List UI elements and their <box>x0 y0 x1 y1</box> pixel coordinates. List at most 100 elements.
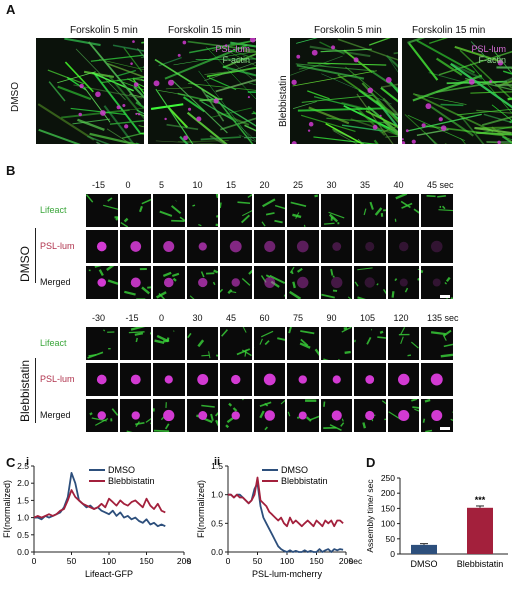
legend-label: DMSO <box>108 465 135 475</box>
legend-label: Blebbistatin <box>281 476 328 486</box>
b-blebb-time-label: 0 <box>159 313 165 323</box>
b-blebb-tile <box>253 399 285 432</box>
b-dmso-time-label: 0 <box>125 180 131 190</box>
b-dmso-tile <box>186 194 218 227</box>
b-blebb-tile <box>86 327 118 360</box>
b-blebb-tile <box>186 327 218 360</box>
y-tick-label: 0 <box>390 549 395 559</box>
series-line-dmso <box>228 482 344 553</box>
x-category-label: DMSO <box>411 559 438 569</box>
panel-d-letter: D <box>366 455 376 470</box>
x-axis-label: PSL-lum-mcherry <box>252 569 323 579</box>
b-blebb-time-label: 90 <box>326 313 337 323</box>
y-tick-label: 200 <box>381 488 395 498</box>
b-blebb-time-label: 135 sec <box>427 313 459 323</box>
b-dmso-tile <box>253 230 285 263</box>
b-blebb-tile <box>320 399 352 432</box>
b-blebb-row-label: Merged <box>40 410 71 420</box>
b-dmso-row-label: Merged <box>40 277 71 287</box>
b-dmso-tile <box>119 230 151 263</box>
b-dmso-tile <box>86 230 118 263</box>
b-dmso-tile <box>354 230 386 263</box>
a-dmso-condition: DMSO <box>10 82 21 112</box>
b-dmso-tile <box>354 194 386 227</box>
b-blebb-tile <box>287 399 319 432</box>
series-line-blebbistatin <box>228 476 344 528</box>
b-blebb-time-label: -15 <box>125 313 139 323</box>
b-dmso-time-label: 20 <box>259 180 270 190</box>
x-unit: sec <box>349 556 362 566</box>
y-axis-label: FI(normalized) <box>2 480 12 538</box>
b-dmso-tile <box>287 266 319 299</box>
y-tick-label: 100 <box>381 519 395 529</box>
b-blebb-tile <box>354 363 386 396</box>
b-blebb-tile <box>387 327 419 360</box>
b-blebb-tile <box>153 399 185 432</box>
b-dmso-tile <box>387 230 419 263</box>
y-tick-label: 0.0 <box>17 547 29 557</box>
y-tick-label: 0.5 <box>17 530 29 540</box>
b-dmso-tile <box>186 230 218 263</box>
b-blebb-time-label: 75 <box>293 313 304 323</box>
b-dmso-time-label: 15 <box>226 180 237 190</box>
b-dmso-tile <box>421 194 453 227</box>
b-dmso-tile <box>253 266 285 299</box>
b-dmso-tile <box>354 266 386 299</box>
legend-label: DMSO <box>281 465 308 475</box>
b-blebb-tile <box>287 327 319 360</box>
b-dmso-tile <box>387 194 419 227</box>
b-blebb-tile <box>287 363 319 396</box>
b-dmso-divider <box>35 228 36 283</box>
b-blebb-tile <box>354 399 386 432</box>
x-tick-label: 200 <box>177 556 191 566</box>
a-dmso-legend-psl: PSL-lum <box>215 44 250 54</box>
a-blebb-5min-image <box>290 38 398 144</box>
b-dmso-tile <box>220 194 252 227</box>
b-blebb-time-label: 30 <box>192 313 203 323</box>
b-dmso-tile <box>119 266 151 299</box>
b-blebb-tile <box>220 363 252 396</box>
y-tick-label: 2.0 <box>17 478 29 488</box>
y-tick-label: 1.0 <box>17 513 29 523</box>
x-tick-label: 50 <box>253 556 263 566</box>
b-dmso-time-label: 10 <box>192 180 203 190</box>
b-blebb-tile <box>421 363 453 396</box>
y-tick-label: 0.0 <box>211 547 223 557</box>
b-blebb-divider <box>35 358 36 423</box>
b-dmso-tile <box>119 194 151 227</box>
b-dmso-condition: DMSO <box>18 246 32 282</box>
y-tick-label: 1.5 <box>17 495 29 505</box>
y-axis-label: FI(normalized) <box>196 480 206 538</box>
b-blebb-tile <box>153 327 185 360</box>
actin-texture <box>290 38 398 144</box>
b-blebb-tile <box>253 363 285 396</box>
b-dmso-tile <box>153 266 185 299</box>
b-dmso-time-label: 5 <box>159 180 165 190</box>
b-blebb-time-label: -30 <box>92 313 106 323</box>
b-blebb-tile <box>253 327 285 360</box>
b-dmso-time-label: 25 <box>293 180 304 190</box>
a-dmso-5min-image <box>36 38 144 144</box>
b-dmso-tile <box>320 266 352 299</box>
b-dmso-time-label: 30 <box>326 180 337 190</box>
x-tick-label: 50 <box>67 556 77 566</box>
b-blebb-time-label: 45 <box>226 313 237 323</box>
b-blebb-time-label: 60 <box>259 313 270 323</box>
b-dmso-time-label: 45 sec <box>427 180 454 190</box>
panel-b-letter: B <box>6 163 16 178</box>
x-axis-label: Lifeact-GFP <box>85 569 133 579</box>
a-dmso-col2-label: Forskolin 15 min <box>168 25 242 36</box>
b-blebb-tile <box>119 363 151 396</box>
a-dmso-col1-label: Forskolin 5 min <box>70 25 138 36</box>
a-blebb-legend-factin: F-actin <box>478 55 506 65</box>
b-dmso-tile <box>86 266 118 299</box>
b-blebb-time-label: 120 <box>393 313 409 323</box>
b-blebb-tile <box>86 363 118 396</box>
b-blebb-tile <box>220 399 252 432</box>
b-blebb-tile <box>387 399 419 432</box>
y-axis-label: Assembly time/ sec <box>365 479 375 553</box>
x-tick-label: 100 <box>280 556 294 566</box>
actin-texture <box>402 38 512 144</box>
